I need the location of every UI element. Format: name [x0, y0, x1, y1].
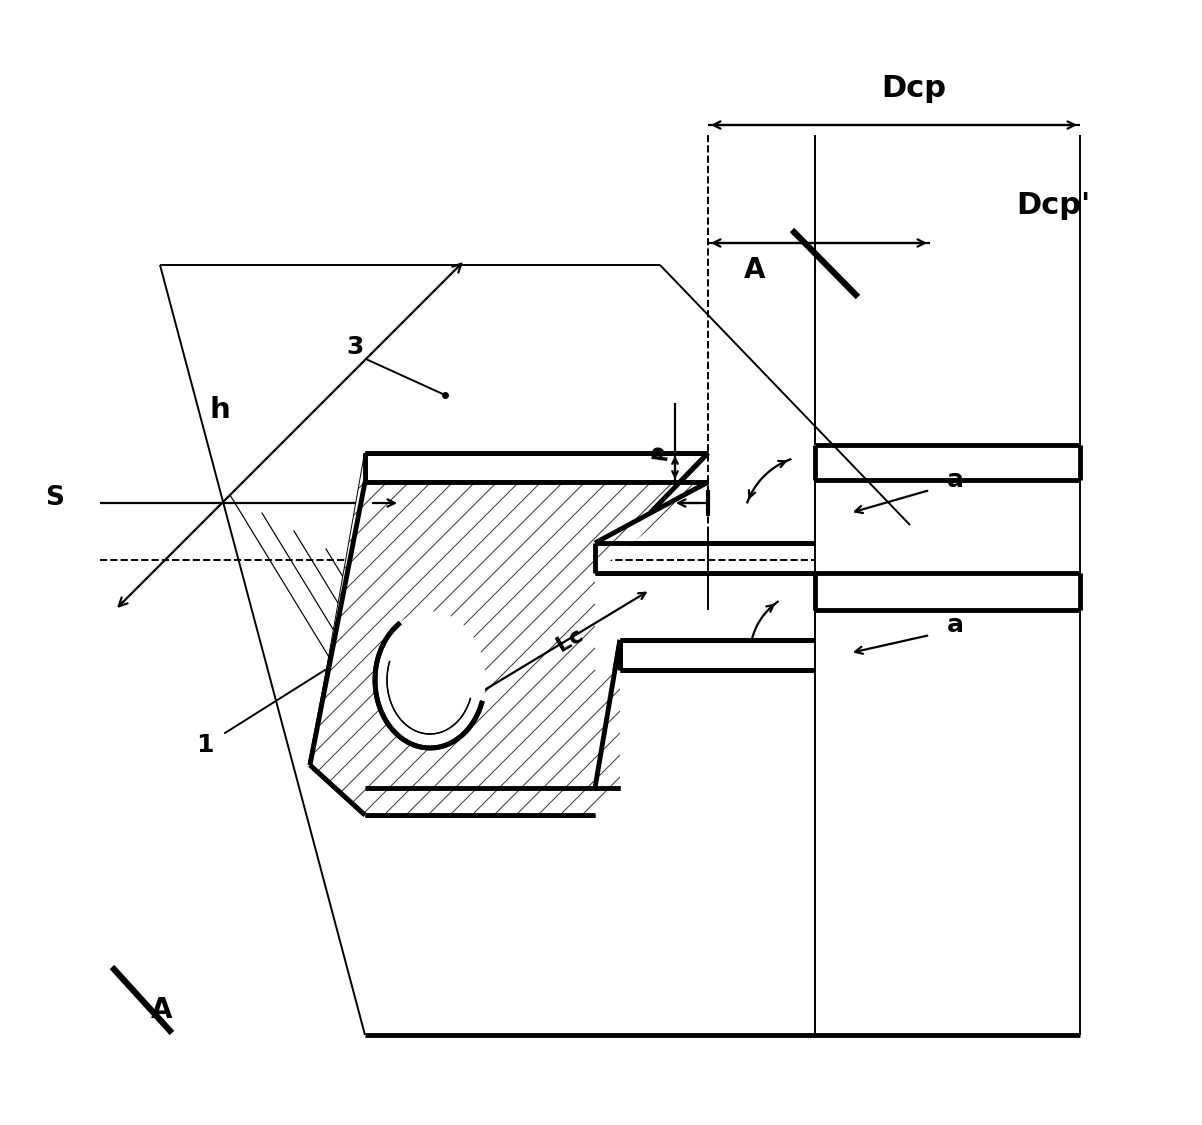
Text: A: A [151, 996, 173, 1024]
Text: a: a [946, 613, 964, 637]
Polygon shape [310, 453, 708, 814]
Polygon shape [375, 612, 484, 748]
Text: A: A [744, 256, 766, 284]
Text: S: S [46, 485, 65, 511]
Text: 1: 1 [196, 734, 214, 757]
Text: p: p [645, 443, 668, 461]
Text: Dcp: Dcp [881, 74, 946, 104]
Text: 3: 3 [346, 335, 364, 359]
Text: Lc: Lc [553, 624, 587, 656]
Text: Dcp': Dcp' [1016, 191, 1090, 220]
Text: h: h [209, 396, 231, 424]
Text: a: a [946, 468, 964, 492]
